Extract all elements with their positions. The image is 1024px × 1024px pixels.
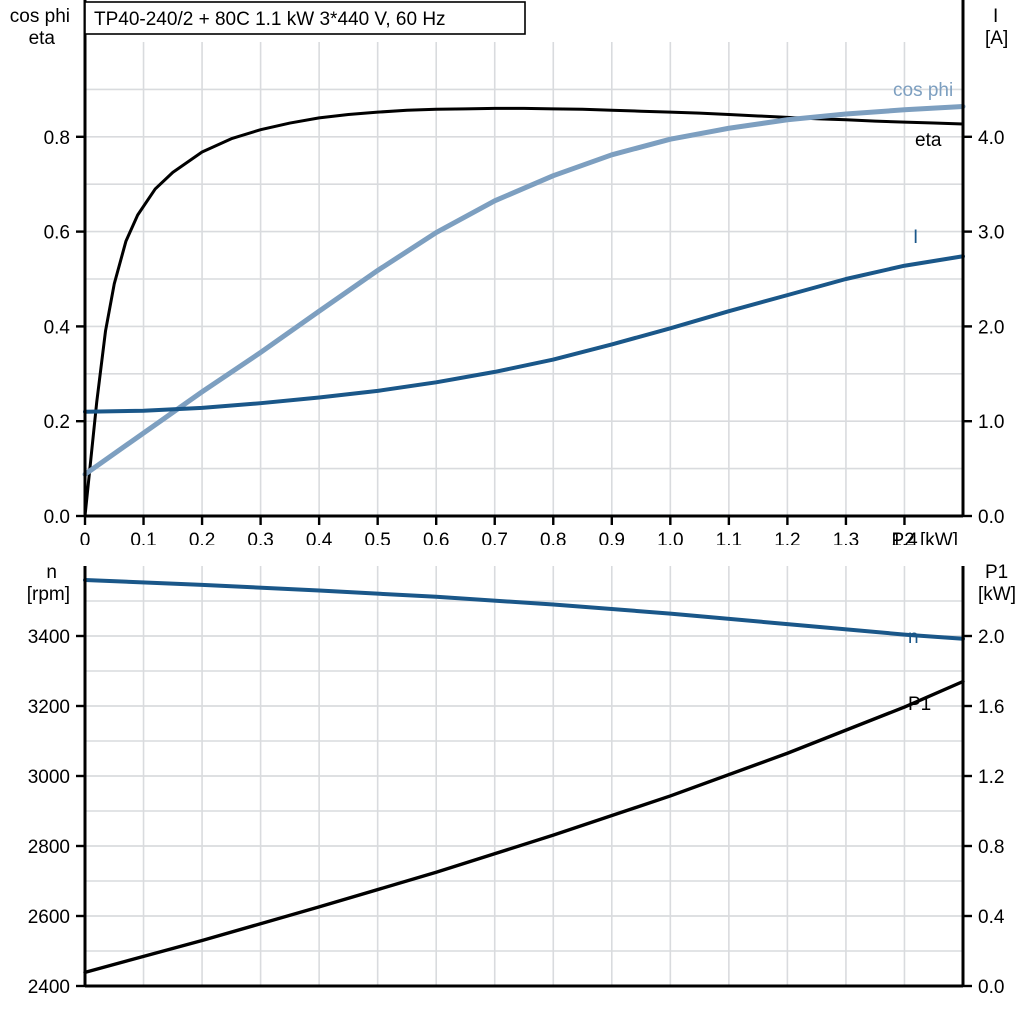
tick-label-bottom: 0.5 [364,530,390,545]
tick-label-right: 3.0 [978,223,1004,244]
chart-title: TP40-240/2 + 80C 1.1 kW 3*440 V, 60 Hz [94,9,446,30]
tick-label-right: 2.0 [978,627,1004,648]
curve-label-speed: n [908,627,919,648]
tick-label-left: 0.2 [44,412,70,433]
tick-label-right: 1.2 [978,767,1004,788]
tick-label-left: 2800 [28,837,70,858]
curve-cos-phi [82,103,966,477]
tick-label-bottom: 1.2 [774,530,800,545]
title-box [84,1,526,35]
tick-label-bottom: 0.7 [482,530,508,545]
chart-top-panel: 0.0 0.2 0.4 0.6 0.8 0.0 1.0 2.0 3.0 4.0 0 0.1 0.2 0.3… [10,0,1008,545]
tick-label-bottom: 0.4 [306,530,333,545]
tick-label-left: 0.4 [44,317,71,338]
tick-label-left: 2600 [28,907,70,928]
tick-label-left: 3000 [28,767,70,788]
tick-label-bottom: 0 [80,530,91,545]
curve-n [83,578,965,641]
tick-label-left: 0.8 [44,128,70,149]
tick-label-bottom: 0.1 [130,530,156,545]
chart-top-svg: 0.0 0.2 0.4 0.6 0.8 0.0 1.0 2.0 3.0 4.0 0 0.1 0.2 0.3… [10,0,1008,545]
tick-label-bottom: 0.9 [599,530,625,545]
tick-label-right: 0.4 [978,907,1005,928]
tick-label-left: 0.6 [44,223,70,244]
tick-label-bottom: 1.3 [833,530,859,545]
tick-label-bottom: 1.1 [716,530,742,545]
curve-I [83,254,965,414]
axis-title-right-line2: [kW] [978,584,1016,605]
curve-label-eta: eta [915,130,942,151]
chart-bottom-panel: 2400 2600 2800 3000 3200 3400 0.0 0.4 0.8 1.2 1.6 2… [0,548,1024,1024]
axis-title-left-line1: cos phi [10,6,70,27]
tick-label-right: 0.8 [978,837,1004,858]
tick-label-right: 1.6 [978,697,1004,718]
tick-label-right: 0.0 [978,977,1004,998]
axis-title-right-line2: [A] [985,28,1008,49]
tick-label-bottom: 0.2 [189,530,215,545]
curve-eta [83,106,965,518]
tick-label-left: 3400 [28,627,70,648]
curve-label-current: I [913,227,918,248]
axis-title-right-line1: P1 [985,562,1008,583]
tick-label-left: 0.0 [44,507,70,528]
tick-label-right: 4.0 [978,128,1004,149]
tick-label-bottom: 0.6 [423,530,449,545]
axis-title-left-line1: n [46,562,57,583]
tick-label-bottom: 1.0 [657,530,683,545]
axis-title-left-line2: eta [29,28,56,49]
chart-bottom-svg: 2400 2600 2800 3000 3200 3400 0.0 0.4 0.8 1.2 1.6 2… [27,562,1016,998]
curve-label-cos-phi: cos phi [893,80,953,101]
tick-label-right: 1.0 [978,412,1004,433]
axis-title-x: P2 [kW] [891,530,958,545]
axis-title-left-line2: [rpm] [27,584,70,605]
tick-label-right: 2.0 [978,317,1004,338]
tick-label-left: 3200 [28,697,70,718]
tick-label-bottom: 0.3 [247,530,273,545]
tick-label-bottom: 1.4 [891,530,918,545]
tick-label-right: 0.0 [978,507,1004,528]
tick-label-left: 2400 [28,977,70,998]
axis-title-right-line1: I [993,6,998,27]
tick-label-bottom: 0.8 [540,530,566,545]
curve-label-p1: P1 [908,694,931,715]
curve-P1 [83,679,965,975]
